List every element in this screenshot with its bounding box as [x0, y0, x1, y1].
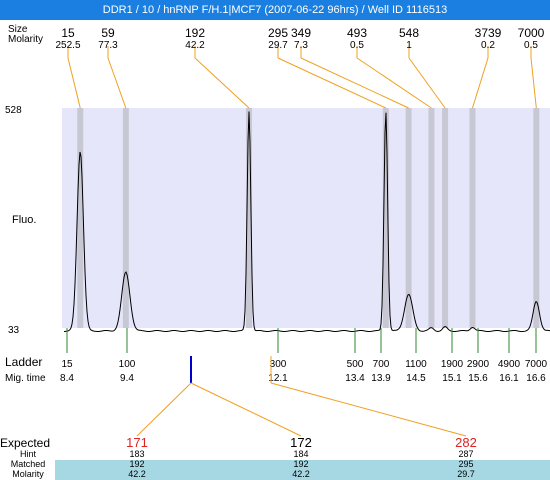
- peak-molarity-label: 0.5: [524, 40, 538, 51]
- peak-connector-59: [107, 57, 127, 109]
- peak-size-label: 59: [101, 26, 115, 40]
- peak-band-192: [245, 108, 252, 328]
- ladder-mig-time-label: 15.1: [442, 373, 462, 384]
- expected-molarity-row-label: Molarity: [12, 469, 44, 479]
- peak-bands: [77, 108, 540, 328]
- ladder-size-label: 1100: [405, 359, 427, 370]
- peak-connector-349: [300, 57, 409, 109]
- ladder-size-label: 100: [119, 359, 136, 370]
- ladder-size-label: 500: [347, 359, 364, 370]
- peak-connector-192: [194, 57, 250, 109]
- chart-title: DDR1 / 10 / hnRNP F/H.1|MCF7 (2007-06-22…: [102, 4, 448, 16]
- size-row-label: Size: [8, 24, 28, 35]
- peak-molarity-label: 77.3: [98, 40, 118, 51]
- peak-molarity-label: 1: [406, 40, 412, 51]
- peak-size-label: 349: [291, 26, 311, 40]
- peak-band-493: [428, 108, 435, 328]
- hint-value: 183: [129, 449, 144, 459]
- ladder-size-label: 4900: [498, 359, 521, 370]
- molarity-row-label: Molarity: [8, 34, 43, 45]
- peak-labels: 15252.55977.319242.229529.73497.34930.55…: [55, 26, 544, 51]
- peak-molarity-label: 7.3: [294, 40, 308, 51]
- peak-size-label: 192: [185, 26, 205, 40]
- ladder-size-label: 15: [61, 359, 73, 370]
- peak-band-349: [405, 108, 412, 328]
- ladder-mig-time-label: 13.9: [371, 373, 391, 384]
- ladder-mig-time-label: 16.1: [499, 373, 519, 384]
- matched-value: 192: [293, 459, 308, 469]
- matched-value: 295: [458, 459, 473, 469]
- peak-size-label: 295: [268, 26, 288, 40]
- matched-band: [55, 460, 550, 470]
- peak-size-label: 548: [399, 26, 419, 40]
- peak-size-label: 3739: [475, 26, 502, 40]
- ladder-mig-time-label: 16.6: [526, 373, 546, 384]
- peak-connector-493: [356, 57, 432, 109]
- hint-value: 287: [458, 449, 473, 459]
- ladder-mig-time-label: 13.4: [345, 373, 365, 384]
- peak-connector-548: [408, 57, 446, 109]
- peak-band-548: [442, 108, 449, 328]
- expected-value: 282: [455, 435, 477, 450]
- peak-molarity-label: 252.5: [55, 40, 80, 51]
- y-axis-label: Fluo.: [12, 214, 36, 226]
- peak-molarity-label: 0.5: [350, 40, 364, 51]
- hint-value: 184: [293, 449, 308, 459]
- peak-band-59: [122, 108, 129, 328]
- ladder-mig-time-label: 8.4: [60, 373, 74, 384]
- peak-band-15: [77, 108, 84, 328]
- matched-value: 192: [129, 459, 144, 469]
- matched-row-label: Matched: [11, 459, 46, 469]
- peak-size-label: 493: [347, 26, 367, 40]
- peak-molarity-label: 0.2: [481, 40, 495, 51]
- expected-connector: [190, 382, 302, 437]
- molarity-value: 29.7: [457, 469, 475, 479]
- ladder-row-label: Ladder: [5, 355, 42, 369]
- expected-value: 171: [126, 435, 148, 450]
- peak-connector-3739: [471, 57, 489, 109]
- ladder-ticks: 15 8.4 100 9.4 300 12.1 500 13.4 700 13.9 1100 14.5…: [60, 328, 548, 384]
- ladder-size-label: 700: [373, 359, 390, 370]
- peak-band-7000: [533, 108, 540, 328]
- peak-connector-7000: [530, 57, 537, 109]
- trace-group: [64, 111, 550, 332]
- peak-band-295: [382, 108, 389, 328]
- molarity-value: 42.2: [128, 469, 146, 479]
- y-tick-max: 528: [5, 105, 22, 116]
- title-bar: DDR1 / 10 / hnRNP F/H.1|MCF7 (2007-06-22…: [0, 0, 550, 20]
- ladder-mig-time-label: 15.6: [468, 373, 488, 384]
- peak-size-label: 7000: [518, 26, 545, 40]
- peak-band-3739: [469, 108, 476, 328]
- ladder-size-label: 300: [270, 359, 287, 370]
- peak-connector-15: [67, 57, 81, 109]
- mig-time-row-label: Mig. time: [5, 373, 46, 384]
- expected-connector: [136, 382, 192, 437]
- peak-connector-295: [277, 57, 387, 109]
- y-tick-min: 33: [8, 325, 20, 336]
- molarity-value: 42.2: [292, 469, 310, 479]
- expected-connector: [270, 382, 467, 437]
- plot-area: [62, 108, 550, 328]
- peak-size-label: 15: [61, 26, 75, 40]
- ladder-mig-time-label: 12.1: [268, 373, 288, 384]
- ladder-mig-time-label: 9.4: [120, 373, 134, 384]
- ladder-size-label: 2900: [467, 359, 490, 370]
- molarity-band: [55, 470, 550, 480]
- peak-molarity-label: 42.2: [185, 40, 205, 51]
- ladder-size-label: 1900: [441, 359, 464, 370]
- peak-connectors: [67, 46, 537, 109]
- peak-molarity-label: 29.7: [268, 40, 288, 51]
- expected-row-label: Expected: [0, 436, 50, 450]
- ladder-mig-time-label: 14.5: [406, 373, 426, 384]
- fluorescence-trace: [64, 111, 550, 332]
- expected-value: 172: [290, 435, 312, 450]
- hint-row-label: Hint: [20, 449, 37, 459]
- ladder-size-label: 7000: [525, 359, 548, 370]
